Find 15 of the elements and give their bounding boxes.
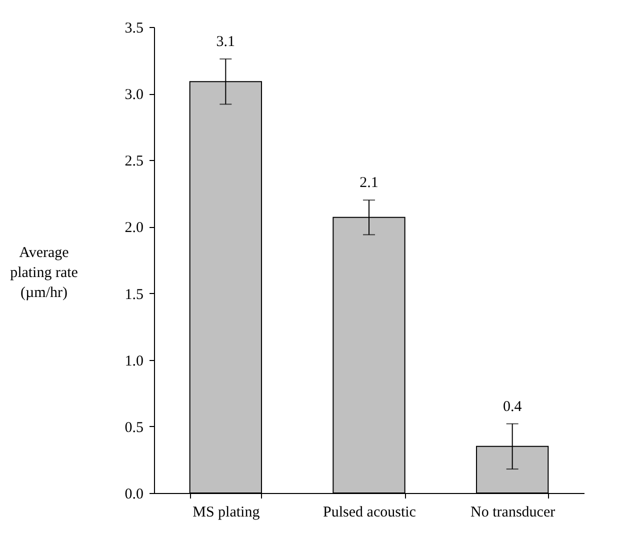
y-tick-label: 1.5 — [124, 286, 144, 303]
y-tick-label: 2.0 — [124, 220, 144, 236]
data-label: 0.4 — [502, 398, 522, 415]
x-tick-label: MS plating — [192, 504, 260, 520]
x-tick-label: No transducer — [470, 504, 556, 520]
data-label: 2.1 — [360, 175, 378, 192]
y-tick-label: 0.5 — [124, 420, 144, 436]
y-tick-label: 0.0 — [124, 486, 144, 502]
data-label: 3.1 — [216, 34, 236, 50]
y-tick-label: 3.0 — [124, 87, 144, 104]
y-axis-title: Average plating rate (µm/hr) — [10, 245, 78, 301]
y-tick-label: 3.5 — [124, 20, 144, 36]
y-tick-label: 1.0 — [124, 353, 144, 370]
x-tick-label: Pulsed acoustic — [323, 504, 416, 520]
y-tick-label: 2.5 — [124, 154, 144, 170]
